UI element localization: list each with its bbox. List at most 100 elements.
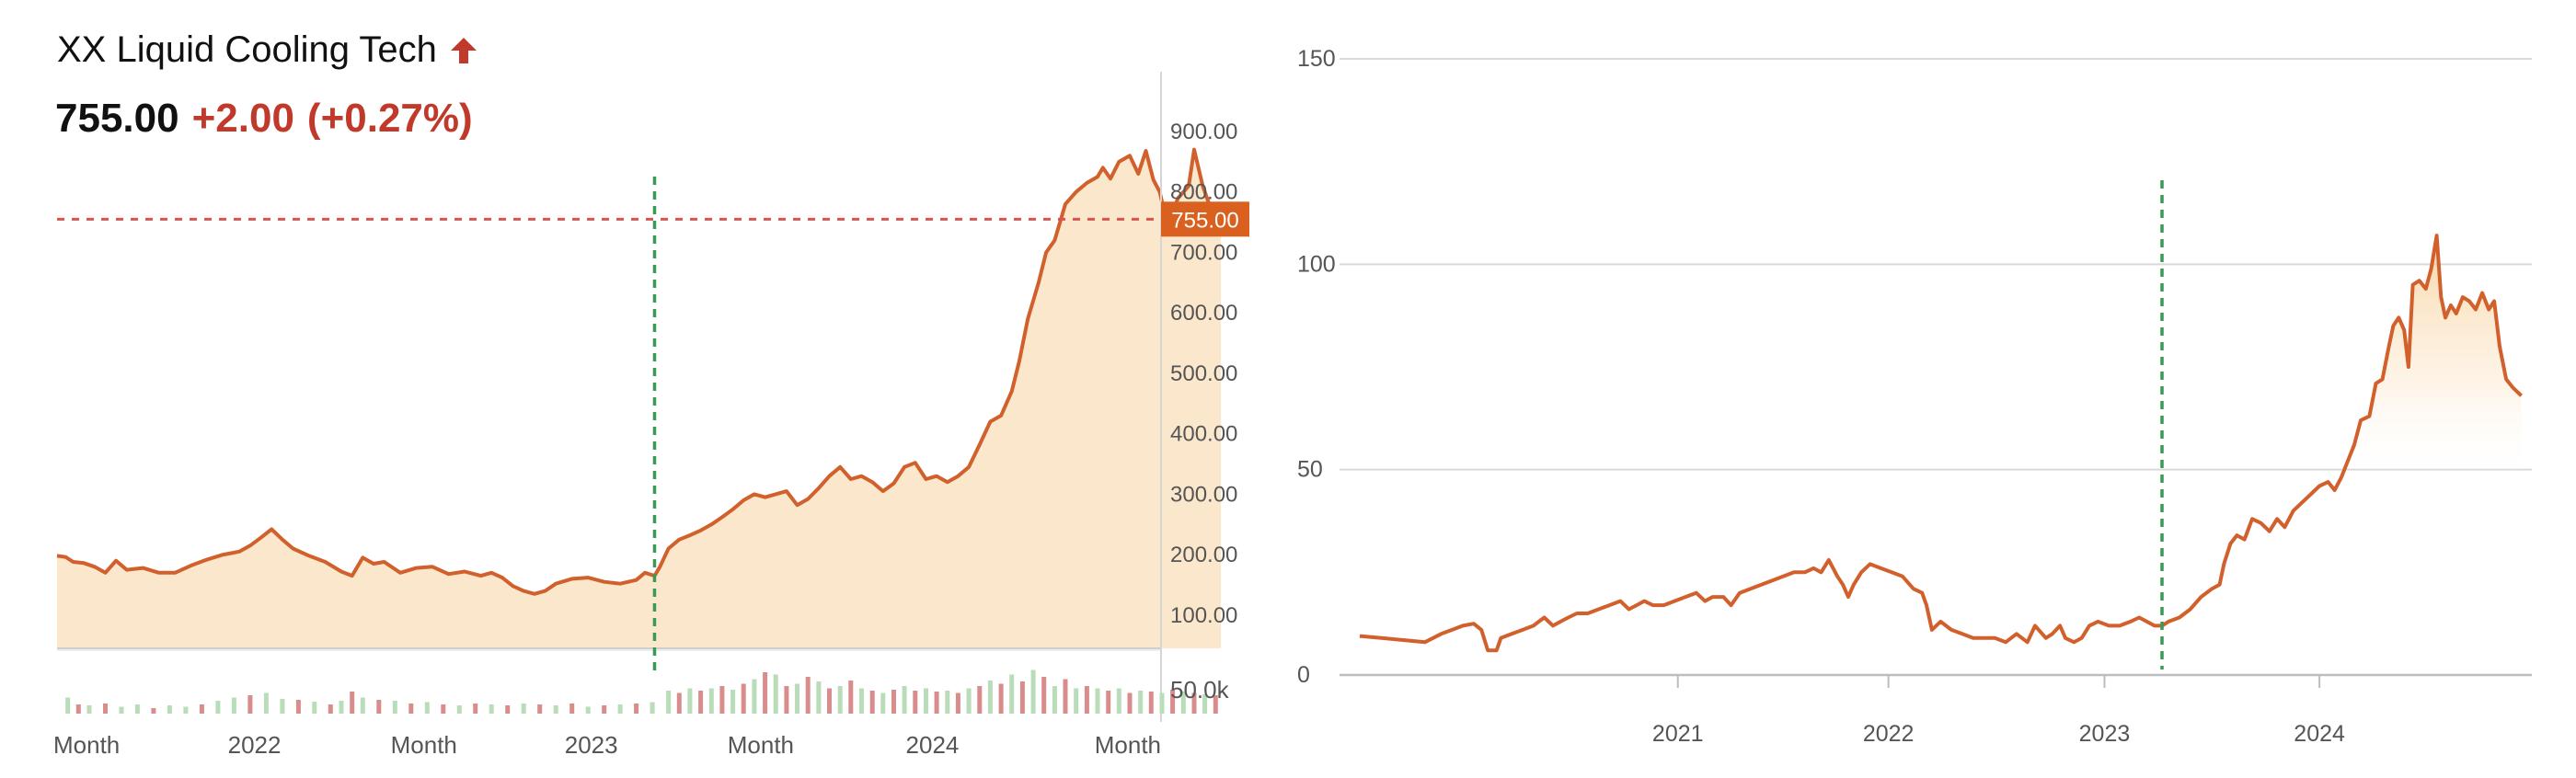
volume-bar (183, 706, 189, 714)
up-arrow-icon (450, 37, 477, 63)
volume-bar (891, 690, 896, 714)
price-change: +2.00 (191, 96, 294, 141)
volume-bar (1041, 677, 1047, 714)
volume-bar (231, 697, 236, 714)
volume-bar (328, 704, 333, 714)
volume-bar (902, 686, 907, 714)
y-tick-label: 50 (1297, 457, 1323, 483)
y-tick-label: 100.00 (1170, 603, 1237, 628)
right-chart-panel: 150 100 50 0 2021 2022 2023 2024 (1279, 0, 2576, 778)
volume-bar (1063, 679, 1068, 714)
volume-bar (376, 700, 382, 714)
x-tick-label: 2024 (2294, 721, 2345, 747)
volume-bar (456, 705, 462, 714)
volume-bar (1159, 692, 1165, 714)
x-tick-label: Month (1095, 731, 1161, 759)
volume-bar (1180, 692, 1186, 714)
volume-bar (473, 704, 478, 714)
volume-bar (553, 705, 558, 714)
price-change-percent: (+0.27%) (306, 96, 473, 141)
volume-bar (827, 688, 832, 714)
trend-chart-svg: 150 100 50 0 2021 2022 2023 2024 (1297, 46, 2532, 747)
volume-bar (795, 683, 799, 714)
volume-bar (247, 695, 253, 714)
y-tick-label: 200.00 (1170, 543, 1237, 567)
volume-bar (708, 688, 714, 714)
volume-bar (1084, 686, 1089, 714)
volume-bar (998, 683, 1004, 714)
volume-bar (1009, 674, 1015, 714)
volume-bar (489, 704, 494, 714)
x-tick-label: 2023 (2079, 721, 2131, 747)
price-line (56, 147, 1222, 596)
volume-bar (617, 704, 623, 714)
price-badge-label: 755.00 (1171, 208, 1238, 233)
volume-bar (602, 705, 607, 714)
x-tick-label: Month (53, 731, 120, 759)
volume-bar (816, 681, 822, 714)
volume-bar (955, 692, 960, 714)
volume-bar (880, 692, 886, 714)
volume-bar (987, 681, 993, 714)
y-tick-label: 400.00 (1170, 422, 1237, 447)
volume-bar (134, 704, 140, 714)
y-tick-label: 600.00 (1170, 301, 1237, 326)
volume-bar (167, 705, 172, 714)
volume-bar (151, 708, 156, 714)
volume-bar (1127, 692, 1133, 714)
volume-bar (75, 704, 81, 714)
y-tick-label: 0 (1297, 662, 1310, 688)
volume-bar (1148, 692, 1154, 714)
price-chart-svg: 900.00 800.00 700.00 600.00 500.00 400.00 300.… (53, 72, 1249, 759)
y-tick-label: 800.00 (1170, 180, 1237, 205)
current-price: 755.00 (55, 96, 179, 141)
volume-bar (1095, 688, 1100, 714)
volume-bar (741, 683, 746, 714)
volume-bar (837, 686, 843, 714)
volume-bar (934, 692, 939, 714)
x-tick-label: Month (391, 731, 457, 759)
y-tick-label: 300.00 (1170, 482, 1237, 507)
volume-bar (119, 706, 124, 714)
volume-bar (763, 672, 768, 714)
price-badge (1161, 201, 1249, 237)
volume-bar (1116, 688, 1121, 714)
volume-bar (360, 697, 365, 714)
volume-bar (752, 679, 757, 714)
volume-bar (805, 677, 811, 714)
volume-bar (924, 688, 928, 714)
y-tick-label: 500.00 (1170, 361, 1237, 386)
volume-bar (537, 704, 543, 714)
trend-area (1360, 235, 2522, 675)
volume-bar (1202, 694, 1208, 714)
stock-name: XX Liquid Cooling Tech (57, 29, 437, 70)
x-tick-label: 2022 (1863, 721, 1915, 747)
y-tick-label: 700.00 (1170, 240, 1237, 265)
volume-bar (312, 702, 317, 714)
volume-bar (350, 692, 355, 714)
volume-bar (569, 704, 575, 714)
volume-bar (408, 704, 414, 714)
volume-tick-label: 50.0k (1170, 676, 1230, 704)
volume-bar (913, 691, 918, 714)
volume-bar (1170, 690, 1176, 714)
volume-bar (730, 690, 736, 714)
volume-bar (86, 705, 92, 714)
volume-bar (676, 692, 682, 714)
volume-bar (966, 688, 972, 714)
volume-bar (424, 702, 430, 714)
volume-bar (199, 704, 204, 714)
y-tick-label: 150 (1297, 46, 1336, 72)
y-tick-label: 100 (1297, 251, 1336, 277)
volume-bar (773, 674, 778, 714)
volume-bar (859, 688, 864, 714)
volume-bar (869, 691, 875, 714)
x-tick-label: 2024 (906, 731, 960, 759)
volume-bar (215, 701, 221, 714)
volume-bar (392, 701, 397, 714)
volume-bar (945, 691, 950, 714)
volume-bar (1106, 691, 1111, 714)
volume-bar (103, 704, 108, 714)
volume-bar (719, 686, 725, 714)
volume-bar (650, 702, 655, 714)
